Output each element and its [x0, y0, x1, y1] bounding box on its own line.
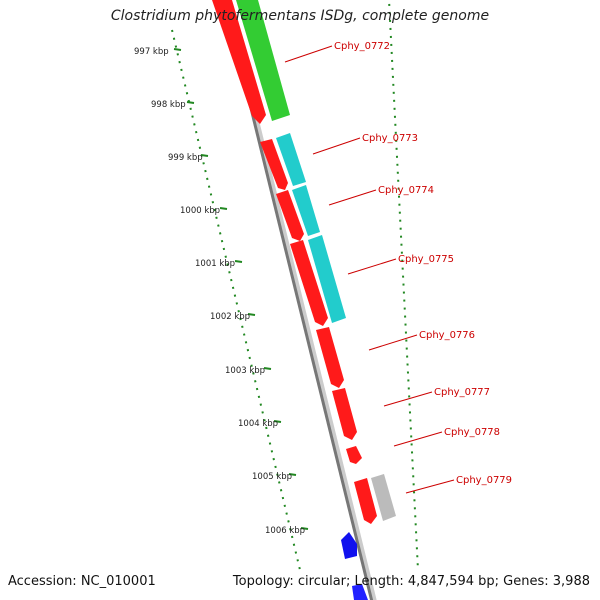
scale-label-997: 997 kbp: [134, 47, 169, 57]
gene-block-cphy0779-gray[interactable]: [371, 474, 396, 521]
scale-label-1004: 1004 kbp: [238, 419, 278, 429]
accession-text: Accession: NC_010001: [8, 574, 156, 589]
gene-label-cphy0775[interactable]: Cphy_0775: [398, 254, 454, 265]
scale-label-1002: 1002 kbp: [210, 312, 250, 322]
scale-label-999: 999 kbp: [168, 153, 203, 163]
gene-arrow-cphy0776-forward[interactable]: [316, 327, 344, 388]
leader-cphy0773: [312, 137, 361, 155]
gene-arrow-cphy0779-forward[interactable]: [354, 478, 377, 524]
gene-block-cphy0772-green[interactable]: [236, 0, 290, 121]
gene-label-cphy0777[interactable]: Cphy_0777: [434, 387, 490, 398]
leader-cphy0779: [405, 479, 455, 494]
leader-cphy0776: [368, 334, 418, 351]
scale-tick-1002: [247, 313, 256, 316]
scale-tick-1004: [273, 420, 282, 423]
scale-label-998: 998 kbp: [151, 100, 186, 110]
scale-label-1003: 1003 kbp: [225, 366, 265, 376]
gene-block-cphy0773-cyan[interactable]: [276, 133, 306, 186]
leader-cphy0778: [393, 431, 443, 447]
gene-arrow-cphy0777-forward[interactable]: [332, 388, 357, 440]
gene-label-cphy0778[interactable]: Cphy_0778: [444, 427, 500, 438]
scale-tick-1001: [234, 260, 243, 263]
scale-tick-1000: [219, 207, 228, 210]
gene-arrow-cphy0772-forward[interactable]: [212, 0, 266, 124]
scale-tick-997: [173, 48, 182, 51]
scale-label-1001: 1001 kbp: [195, 259, 235, 269]
gene-label-cphy0773[interactable]: Cphy_0773: [362, 133, 418, 144]
scale-tick-1005: [288, 473, 297, 476]
gene-arrow-blue-2[interactable]: [352, 584, 368, 600]
gene-block-cphy0774-cyan[interactable]: [292, 185, 320, 236]
gene-arrow-cphy0773-forward[interactable]: [260, 139, 288, 190]
genome-summary-text: Topology: circular; Length: 4,847,594 bp…: [232, 574, 590, 589]
scale-label-1006: 1006 kbp: [265, 526, 305, 536]
gene-label-cphy0772[interactable]: Cphy_0772: [334, 41, 390, 52]
gene-label-cphy0774[interactable]: Cphy_0774: [378, 185, 434, 196]
leader-cphy0775: [347, 258, 397, 275]
gene-block-cphy0775-cyan[interactable]: [308, 235, 346, 323]
scale-tick-1003: [263, 367, 272, 370]
scale-label-1000: 1000 kbp: [180, 206, 220, 216]
scale-tick-999: [200, 154, 209, 157]
leader-cphy0772: [284, 45, 333, 63]
scale-label-1005: 1005 kbp: [252, 472, 292, 482]
gene-label-cphy0779[interactable]: Cphy_0779: [456, 475, 512, 486]
map-title: Clostridium phytofermentans ISDg, comple…: [110, 8, 490, 24]
gene-arrow-blue-1[interactable]: [341, 532, 357, 559]
leader-cphy0777: [383, 391, 433, 407]
gene-arrow-cphy0774-forward[interactable]: [276, 190, 304, 241]
leader-cphy0774: [328, 189, 377, 206]
outer-tick-ring: [388, 0, 419, 571]
scale-tick-1006: [300, 527, 309, 530]
scale-tick-998: [186, 101, 195, 104]
gene-arrow-cphy0778-forward[interactable]: [346, 446, 362, 464]
gene-arrow-cphy0775-forward[interactable]: [290, 240, 328, 326]
gene-label-cphy0776[interactable]: Cphy_0776: [419, 330, 475, 341]
